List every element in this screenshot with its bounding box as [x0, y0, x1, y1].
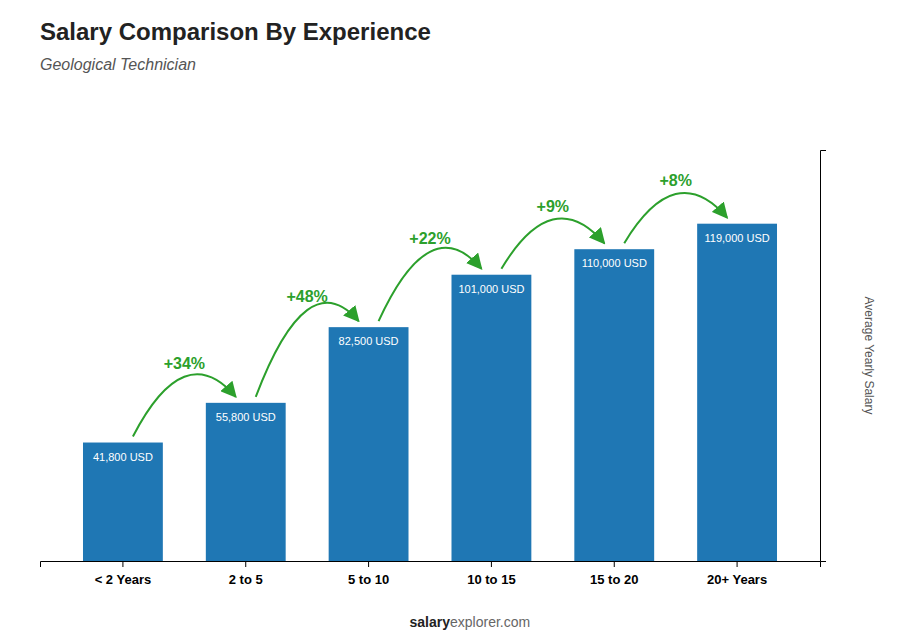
y-axis	[821, 151, 827, 562]
x-tick-label: 15 to 20	[590, 572, 638, 587]
x-tick-label: < 2 Years	[95, 572, 152, 587]
change-arrows: +34% +48% +22% +9% +8%	[133, 172, 727, 436]
bar	[206, 403, 286, 561]
x-tick-label: 2 to 5	[229, 572, 263, 587]
bars	[83, 224, 777, 561]
plot-area: < 2 Years 2 to 5 5 to 10 10 to 15 15 to 20 20…	[41, 151, 827, 588]
y-axis-line	[821, 151, 827, 562]
x-tick-label: 10 to 15	[467, 572, 515, 587]
change-arrow	[256, 303, 359, 397]
y-axis-title: Average Yearly Salary	[862, 297, 876, 415]
change-arrow	[624, 193, 727, 243]
data-label: 41,800 USD	[93, 451, 153, 463]
x-tick: 10 to 15	[467, 561, 515, 587]
subtitle: Geological Technician	[40, 56, 196, 73]
data-label: 82,500 USD	[339, 335, 399, 347]
data-label: 101,000 USD	[458, 283, 524, 295]
bar	[574, 249, 654, 561]
x-tick-label: 20+ Years	[707, 572, 767, 587]
x-tick-mark	[122, 561, 123, 567]
change-arrow	[133, 374, 236, 436]
change-label: +48%	[286, 288, 327, 305]
data-label: 55,800 USD	[216, 411, 276, 423]
data-labels: 41,800 USD 55,800 USD 82,500 USD 101,000 US…	[93, 232, 770, 463]
data-label: 119,000 USD	[704, 232, 769, 244]
footer: explorer.com	[450, 614, 530, 630]
x-tick: 2 to 5	[229, 561, 263, 587]
change-label: +34%	[164, 355, 205, 372]
x-tick: 5 to 10	[348, 561, 389, 587]
bar	[697, 224, 777, 561]
bar	[83, 443, 163, 561]
x-tick-mark	[368, 561, 369, 567]
change-label: +9%	[537, 198, 569, 215]
change-label: +8%	[659, 172, 691, 189]
bar	[451, 275, 531, 561]
x-tick-mark	[491, 561, 492, 567]
title: Salary Comparison By Experience	[40, 18, 431, 45]
footer: salary	[410, 614, 451, 630]
x-tick: 15 to 20	[590, 561, 638, 587]
x-axis-line	[41, 562, 821, 568]
change-arrow	[501, 218, 604, 268]
x-axis: < 2 Years 2 to 5 5 to 10 10 to 15 15 to 20 20…	[41, 561, 821, 587]
chart: Salary Comparison By Experience Geologica…	[0, 0, 900, 641]
x-tick-mark	[737, 561, 738, 567]
x-tick-label: 5 to 10	[348, 572, 389, 587]
change-label: +22%	[409, 230, 450, 247]
change-arrow	[379, 248, 482, 321]
data-label: 110,000 USD	[582, 257, 647, 269]
bar	[329, 327, 409, 561]
x-tick-mark	[245, 561, 246, 567]
x-tick: < 2 Years	[95, 561, 152, 587]
x-tick-mark	[614, 561, 615, 567]
x-tick: 20+ Years	[707, 561, 767, 587]
